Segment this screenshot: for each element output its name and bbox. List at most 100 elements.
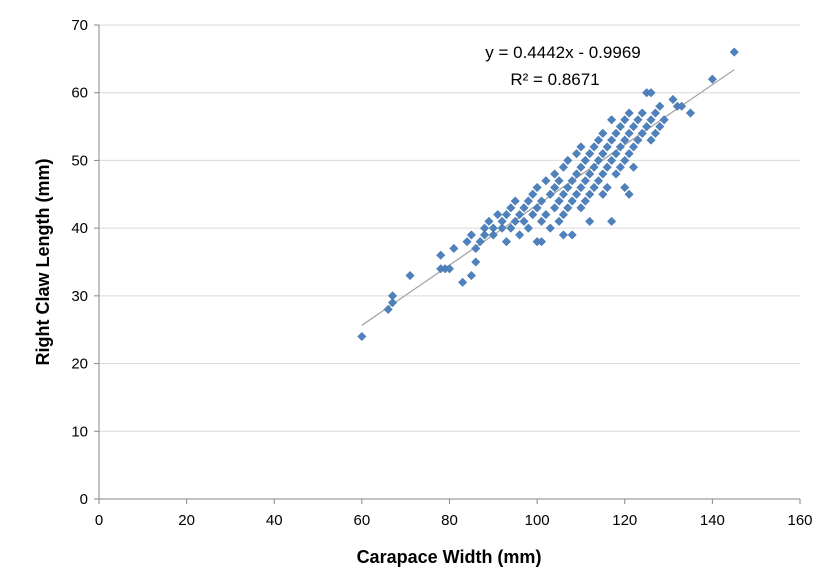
data-point [598, 128, 608, 138]
data-point [633, 115, 643, 125]
data-point [405, 270, 415, 281]
data-point [488, 230, 498, 240]
data-point [563, 203, 573, 213]
y-tick-label: 70 [71, 17, 88, 34]
tick-labels: 0 10 20 30 40 50 60 70 0 20 40 60 80 100 120 140 160 [71, 17, 812, 529]
data-point [655, 101, 665, 111]
data-point [576, 142, 586, 152]
data-point [528, 210, 538, 220]
data-point [387, 291, 398, 301]
data-point [541, 210, 551, 220]
data-point [466, 270, 476, 281]
data-point [519, 216, 529, 226]
y-tick-label: 0 [80, 491, 88, 508]
data-point [580, 196, 590, 206]
data-point [580, 155, 590, 166]
data-point [484, 216, 494, 226]
data-point [607, 135, 617, 145]
data-point [545, 189, 555, 199]
data-point [558, 230, 568, 240]
data-point [532, 203, 542, 213]
data-point [545, 223, 555, 233]
data-point [598, 149, 608, 159]
data-point [659, 115, 669, 125]
x-tick-label: 80 [441, 512, 458, 529]
data-point [624, 128, 634, 138]
data-point [593, 155, 604, 166]
data-point [436, 250, 446, 260]
data-point [589, 162, 599, 172]
data-point [602, 182, 612, 193]
data-point [602, 142, 612, 152]
data-point [580, 176, 590, 186]
x-tick-label: 160 [787, 512, 812, 529]
y-tick-label: 40 [71, 220, 88, 237]
y-tick-label: 60 [71, 85, 88, 102]
data-point [637, 128, 647, 138]
data-point [383, 304, 393, 314]
data-point [563, 182, 573, 193]
data-point [707, 74, 717, 84]
data-point [593, 176, 604, 186]
data-point [585, 169, 595, 179]
data-point [650, 108, 661, 118]
data-point [607, 115, 617, 125]
data-point [598, 189, 608, 199]
x-tick-label: 40 [266, 512, 283, 529]
data-point [615, 142, 625, 152]
data-point [642, 121, 652, 132]
x-tick-label: 20 [178, 512, 195, 529]
data-point [558, 162, 568, 172]
data-point [646, 115, 656, 125]
data-point [668, 94, 678, 105]
y-tick-label: 10 [71, 423, 88, 440]
data-point [536, 196, 547, 206]
data-point [685, 108, 696, 118]
x-tick-label: 140 [700, 512, 725, 529]
x-tick-label: 120 [612, 512, 637, 529]
data-point [593, 135, 604, 145]
data-point [506, 203, 516, 213]
x-tick-label: 60 [354, 512, 371, 529]
data-point [479, 223, 490, 233]
data-point [471, 243, 481, 254]
data-point [620, 182, 630, 193]
data-point [554, 176, 564, 186]
data-point [571, 189, 582, 199]
data-point [615, 162, 625, 172]
y-axis-title: Right Claw Length (mm) [33, 159, 53, 366]
data-point [458, 277, 468, 287]
data-point [387, 298, 398, 308]
data-point [620, 135, 630, 145]
data-point [449, 243, 459, 254]
data-point [598, 169, 608, 179]
data-point [633, 135, 643, 145]
data-point [532, 182, 542, 193]
data-point [611, 169, 621, 179]
data-point [576, 203, 586, 213]
data-point [554, 216, 564, 226]
data-point [677, 101, 687, 111]
x-axis-title: Carapace Width (mm) [357, 547, 542, 567]
data-point [541, 176, 551, 186]
data-point [515, 210, 525, 220]
data-point [550, 203, 560, 213]
data-point [462, 237, 472, 247]
data-point [510, 196, 520, 206]
data-point [576, 182, 586, 193]
data-point [567, 176, 577, 186]
data-point [558, 210, 568, 220]
data-point [628, 121, 639, 132]
data-point [515, 230, 525, 240]
data-point [554, 196, 564, 206]
y-tick-label: 50 [71, 152, 88, 169]
data-point [497, 216, 507, 226]
data-point [585, 149, 595, 159]
data-point [471, 257, 481, 267]
data-point [563, 155, 573, 166]
data-point [607, 155, 617, 166]
data-point [571, 149, 582, 159]
data-point [611, 149, 621, 159]
data-point [602, 162, 612, 172]
